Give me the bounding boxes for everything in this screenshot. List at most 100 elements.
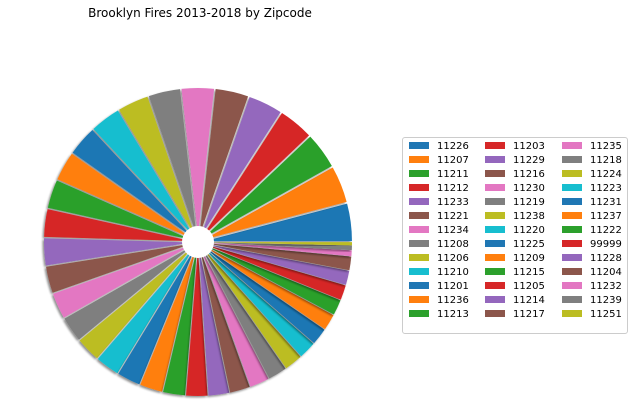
legend-swatch — [409, 211, 429, 219]
legend-swatch — [409, 267, 429, 275]
legend-label: 11237 — [590, 211, 622, 222]
legend-entry-11229: 11229 — [485, 154, 545, 168]
pie-slice-11251 — [204, 242, 352, 246]
pie-slice-11228 — [204, 243, 350, 285]
pie-slice-11236 — [57, 153, 192, 239]
legend-entry-11219: 11219 — [485, 196, 545, 210]
legend-swatch — [485, 225, 505, 233]
legend-swatch — [562, 295, 582, 303]
legend-label: 11206 — [437, 253, 469, 264]
legend-label: 11219 — [513, 197, 545, 208]
pie-slice-11217 — [199, 248, 250, 393]
pie-slice-11210 — [93, 110, 194, 237]
legend-label: 11226 — [437, 141, 469, 152]
legend-entry-11236: 11236 — [409, 294, 469, 308]
pie-slice-11234 — [181, 88, 215, 235]
pie-center-hole — [182, 226, 214, 258]
legend-swatch — [409, 155, 429, 163]
legend-entry-11210: 11210 — [409, 266, 469, 280]
pie-slice-11239 — [204, 242, 352, 251]
legend-label: 11209 — [513, 253, 545, 264]
pie-slice-11211 — [203, 136, 332, 238]
legend-label: 11233 — [437, 197, 469, 208]
legend-entry-11205: 11205 — [485, 280, 545, 294]
legend-swatch — [409, 183, 429, 191]
pie-slice-11208 — [148, 89, 197, 236]
legend-label: 11203 — [513, 141, 545, 152]
legend-entry-11220: 11220 — [485, 224, 545, 238]
pie-slice-11204 — [204, 242, 352, 271]
legend-swatch — [562, 225, 582, 233]
pie-slice-11232 — [204, 242, 352, 257]
legend-entry-11203: 11203 — [485, 140, 545, 154]
legend-entry-99999: 99999 — [562, 238, 622, 252]
legend-swatch — [485, 211, 505, 219]
pie-slice-11213 — [47, 180, 192, 240]
legend-swatch — [409, 225, 429, 233]
legend-swatch — [485, 169, 505, 177]
legend-entry-11212: 11212 — [409, 182, 469, 196]
legend-label: 11230 — [513, 183, 545, 194]
legend-entry-11208: 11208 — [409, 238, 469, 252]
legend-label: 99999 — [590, 239, 622, 250]
legend-entry-11206: 11206 — [409, 252, 469, 266]
legend-label: 11217 — [513, 309, 545, 320]
legend-swatch — [485, 197, 505, 205]
legend-swatch — [409, 197, 429, 205]
legend-label: 11207 — [437, 155, 469, 166]
legend-entry-11228: 11228 — [562, 252, 622, 266]
legend-entry-11232: 11232 — [562, 280, 622, 294]
legend-swatch — [562, 309, 582, 317]
legend-entry-11214: 11214 — [485, 294, 545, 308]
legend-swatch — [562, 169, 582, 177]
legend-entry-11222: 11222 — [562, 224, 622, 238]
legend-entry-11204: 11204 — [562, 266, 622, 280]
legend-entry-11207: 11207 — [409, 154, 469, 168]
legend-label: 11218 — [590, 155, 622, 166]
legend-label: 11212 — [437, 183, 469, 194]
legend-swatch — [485, 295, 505, 303]
pie-slice-11215 — [163, 248, 197, 396]
legend-entry-11224: 11224 — [562, 168, 622, 182]
pie-slice-11203 — [44, 209, 192, 242]
legend-label: 11224 — [590, 169, 622, 180]
pie-slice-11220 — [97, 247, 194, 374]
legend-swatch — [562, 267, 582, 275]
legend-label: 11235 — [590, 141, 622, 152]
legend-label: 11221 — [437, 211, 469, 222]
pie-slice-11231 — [203, 246, 325, 344]
legend-label: 11210 — [437, 267, 469, 278]
legend-swatch — [485, 281, 505, 289]
chart-legend: 11226 11207 11211 11212 11233 11221 11234 11208… — [402, 137, 628, 334]
legend-entry-11217: 11217 — [485, 308, 545, 322]
legend-swatch — [562, 281, 582, 289]
legend-label: 11213 — [437, 309, 469, 320]
legend-label: 11251 — [590, 309, 622, 320]
legend-entry-11226: 11226 — [409, 140, 469, 154]
pie-slice-11219 — [64, 245, 193, 340]
legend-label: 11229 — [513, 155, 545, 166]
legend-label: 11234 — [437, 225, 469, 236]
legend-entry-11233: 11233 — [409, 196, 469, 210]
legend-label: 11215 — [513, 267, 545, 278]
legend-label: 11204 — [590, 267, 622, 278]
legend-swatch — [562, 141, 582, 149]
legend-label: 11236 — [437, 295, 469, 306]
legend-entry-11231: 11231 — [562, 196, 622, 210]
legend-entry-11237: 11237 — [562, 210, 622, 224]
legend-entry-11235: 11235 — [562, 140, 622, 154]
pie-slice-11233 — [201, 96, 281, 236]
legend-entry-11213: 11213 — [409, 308, 469, 322]
legend-label: 11201 — [437, 281, 469, 292]
pie-slice-11235 — [200, 248, 269, 387]
legend-swatch — [562, 197, 582, 205]
pie-chart — [44, 88, 352, 396]
legend-label: 11216 — [513, 169, 545, 180]
legend-swatch — [409, 169, 429, 177]
legend-entry-11234: 11234 — [409, 224, 469, 238]
legend-entry-11251: 11251 — [562, 308, 622, 322]
legend-swatch — [485, 239, 505, 247]
chart-title: Brooklyn Fires 2013-2018 by Zipcode — [88, 6, 312, 20]
legend-label: 11232 — [590, 281, 622, 292]
pie-slice-11209 — [140, 248, 196, 392]
